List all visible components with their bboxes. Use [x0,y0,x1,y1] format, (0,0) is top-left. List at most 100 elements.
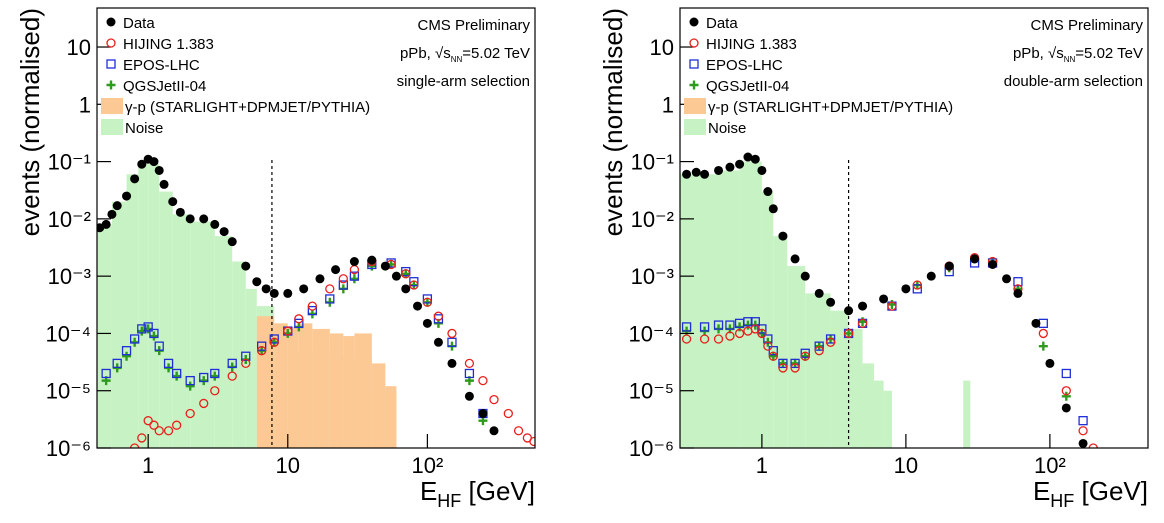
data-point [112,358,122,369]
data-point [1078,438,1088,448]
data-point [159,179,169,189]
data-point [750,324,760,334]
data-point [682,169,692,179]
y-tick-label: 10⁻³ [48,264,91,289]
data-point [149,328,159,339]
legend-label: γ-p (STARLIGHT+DPMJET/PYTHIA) [708,99,953,116]
data-point [185,408,195,419]
data-point [338,280,348,290]
data-point [763,334,773,344]
data-point [219,227,229,237]
data-point [1061,368,1071,379]
legend-label: Data [706,15,738,32]
data-point [172,371,182,381]
data-point [763,341,773,351]
histogram-bin [848,328,863,448]
histogram-bin [172,214,191,448]
data-point [409,280,419,290]
histogram-bin [718,170,740,448]
data-point [422,297,432,307]
data-point [409,280,419,290]
data-point [122,191,132,201]
data-point [168,197,178,207]
data-point [199,398,209,409]
histogram-bin [680,174,719,448]
legend-label: γ-p (STARLIGHT+DPMJET/PYTHIA) [125,99,370,116]
data-point [294,314,304,324]
data-point [1078,416,1088,426]
data-point [790,358,800,369]
x-tick-label: 1 [142,453,154,478]
data-point [137,159,147,169]
data-point [1002,274,1012,284]
y-tick-label: 10⁻⁵ [629,379,674,404]
histogram-bin [830,310,849,448]
data-point [269,334,279,344]
legend-label: EPOS-LHC [123,57,200,74]
legend-marker [106,38,116,48]
data-point [778,363,788,373]
x-label-sub: HF [437,491,461,511]
data-point [257,341,267,351]
data-point [691,167,701,177]
legend-marker [689,17,699,27]
data-point [307,309,317,319]
data-point [1013,277,1023,287]
data-point [433,314,444,324]
data-point [513,426,524,436]
plot-frame [96,7,536,449]
data-point [844,328,854,338]
x-label-main: E [420,476,437,506]
data-point [401,269,411,279]
data-point [307,301,318,311]
data-point [750,154,760,164]
data-point [529,436,535,447]
histogram-bin [126,174,139,448]
x-label-rest: [GeV] [461,476,535,506]
data-point [814,346,824,356]
histogram-bin [138,161,149,448]
data-point [315,274,325,284]
data-point [1088,443,1098,448]
histogram-bin [371,363,386,448]
data-point [1045,358,1055,368]
histogram-bin [873,380,884,448]
data-point [199,376,209,386]
data-point [1038,328,1048,339]
histogram-bin [385,386,397,448]
data-point [790,254,800,264]
data-point [143,416,153,426]
x-tick-label: 10 [894,453,918,478]
histogram-bin [354,333,372,448]
data-point [725,320,735,330]
data-point [778,358,788,369]
x-axis-label: EHF [GeV] [420,476,535,511]
y-tick-label: 10⁻⁶ [46,436,91,461]
data-point [1061,403,1071,413]
data-point [912,284,922,294]
legend-label: Noise [125,120,163,137]
annotation: CMS Preliminary [1030,17,1143,34]
data-point [879,294,889,304]
data-point [154,165,164,175]
data-point [349,257,359,267]
y-tick-label: 1 [79,92,91,117]
histogram-bin [232,261,246,448]
data-point [227,358,237,369]
data-point [391,271,401,281]
data-point [681,322,692,332]
y-tick-label: 10⁻⁵ [46,379,91,404]
legend-marker [106,59,116,69]
histogram-bin [190,221,215,448]
data-point [269,337,279,347]
data-point [768,351,778,361]
data-point [261,284,271,294]
data-point [713,320,724,330]
data-point [887,301,897,311]
legend-label: EPOS-LHC [706,57,783,74]
data-point [294,318,304,328]
data-point [130,337,140,347]
data-point [269,337,279,347]
data-point [283,288,293,298]
